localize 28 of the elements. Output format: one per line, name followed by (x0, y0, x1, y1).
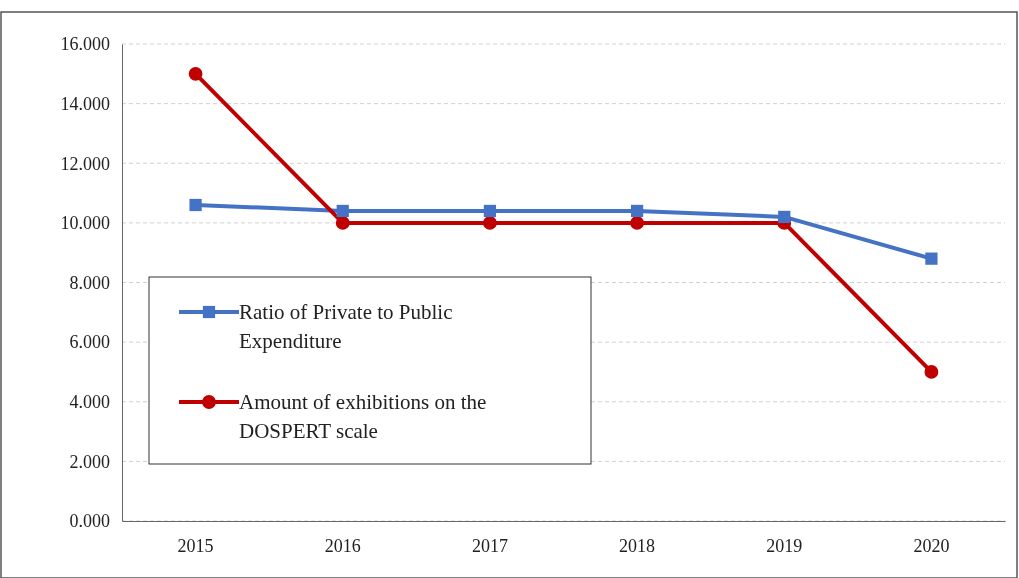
legend-label: Ratio of Private to Public Expenditure (239, 300, 453, 354)
point (630, 204, 644, 218)
x-tick-label: 2018 (619, 535, 656, 556)
point (336, 204, 349, 218)
y-tick-label: 16.000 (60, 34, 110, 55)
point (483, 204, 497, 218)
x-tick-label: 2019 (766, 535, 803, 556)
y-tick-label: 8.000 (69, 272, 110, 293)
legend-label: Amount of exhibitions on the DOSPERT scale (239, 390, 487, 444)
x-tick-label: 2016 (324, 535, 361, 556)
point (188, 66, 203, 81)
point (925, 252, 938, 265)
point (189, 198, 202, 212)
x-tick-label: 2015 (177, 535, 214, 556)
x-tick-label: 2017 (471, 535, 508, 556)
point (630, 215, 644, 230)
point (924, 365, 939, 379)
point (335, 215, 350, 230)
y-tick-label: 10.000 (60, 213, 110, 234)
point (778, 210, 791, 224)
y-tick-label: 0.000 (69, 511, 110, 532)
point (483, 215, 497, 230)
y-tick-label: 2.000 (69, 451, 110, 472)
y-tick-label: 6.000 (69, 332, 110, 353)
y-tick-label: 14.000 (60, 93, 110, 114)
y-tick-label: 4.000 (69, 392, 110, 413)
y-tick-label: 12.000 (60, 153, 110, 174)
x-tick-label: 2020 (913, 535, 950, 556)
